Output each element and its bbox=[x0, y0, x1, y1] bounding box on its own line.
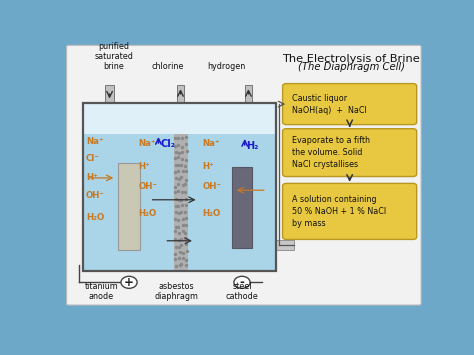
Text: H₂: H₂ bbox=[246, 141, 259, 151]
Text: OH⁻: OH⁻ bbox=[86, 191, 105, 200]
Text: chlorine: chlorine bbox=[151, 62, 184, 71]
Text: Na⁺: Na⁺ bbox=[138, 139, 156, 148]
Text: H⁺: H⁺ bbox=[86, 173, 98, 182]
Text: OH⁻: OH⁻ bbox=[202, 182, 221, 191]
FancyBboxPatch shape bbox=[283, 129, 417, 176]
Text: asbestos
diaphragm: asbestos diaphragm bbox=[154, 282, 198, 301]
Text: Evaporate to a fifth
the volume. Solid
NaCl crystallises: Evaporate to a fifth the volume. Solid N… bbox=[292, 136, 370, 169]
Bar bbox=[276, 240, 293, 250]
Text: H₂O: H₂O bbox=[202, 209, 221, 218]
Text: hydrogen: hydrogen bbox=[207, 62, 246, 71]
Text: Cl₂: Cl₂ bbox=[160, 139, 175, 149]
Circle shape bbox=[234, 276, 250, 288]
FancyBboxPatch shape bbox=[66, 45, 421, 305]
Bar bbox=[83, 134, 276, 271]
Text: Na⁺: Na⁺ bbox=[202, 139, 220, 148]
Text: OH⁻: OH⁻ bbox=[138, 182, 157, 191]
Text: H⁺: H⁺ bbox=[138, 162, 150, 171]
Bar bbox=[83, 103, 276, 271]
Bar bbox=[177, 85, 184, 103]
Bar bbox=[245, 85, 252, 103]
Bar bbox=[83, 103, 276, 134]
Text: Na⁺: Na⁺ bbox=[86, 137, 103, 146]
Bar bbox=[118, 163, 140, 250]
Text: Caustic liquor
NaOH(aq)  +  NaCl: Caustic liquor NaOH(aq) + NaCl bbox=[292, 94, 366, 115]
Bar bbox=[173, 134, 188, 271]
Circle shape bbox=[121, 276, 137, 288]
Bar bbox=[232, 167, 252, 248]
Text: Cl⁻: Cl⁻ bbox=[86, 154, 100, 163]
Text: H₂O: H₂O bbox=[86, 213, 104, 222]
Text: (The Diaphragm Cell): (The Diaphragm Cell) bbox=[298, 62, 405, 72]
Text: The Electrolysis of Brine: The Electrolysis of Brine bbox=[283, 54, 420, 64]
Text: -: - bbox=[239, 276, 245, 289]
Text: H⁺: H⁺ bbox=[202, 162, 214, 171]
FancyBboxPatch shape bbox=[283, 184, 417, 239]
Text: +: + bbox=[124, 276, 134, 289]
Bar bbox=[105, 85, 114, 103]
Text: purified
saturated
brine: purified saturated brine bbox=[94, 42, 133, 71]
Text: titanium
anode: titanium anode bbox=[85, 282, 118, 301]
Text: H₂O: H₂O bbox=[138, 209, 156, 218]
FancyBboxPatch shape bbox=[283, 84, 417, 125]
Text: A solution containing
50 % NaOH + 1 % NaCl
by mass: A solution containing 50 % NaOH + 1 % Na… bbox=[292, 195, 386, 228]
Text: steel
cathode: steel cathode bbox=[226, 282, 258, 301]
